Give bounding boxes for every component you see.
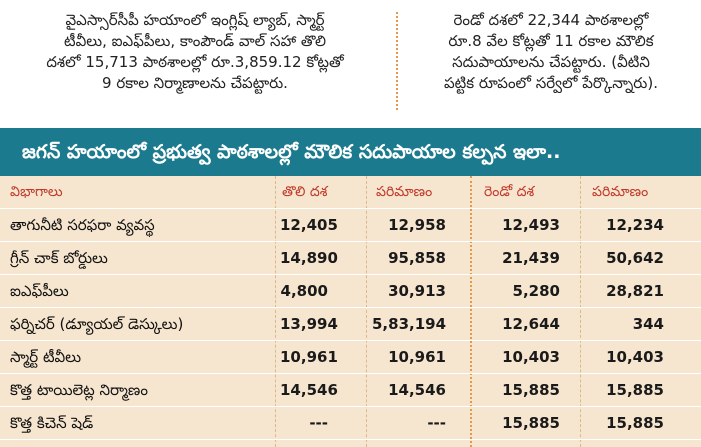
quantity1-cell: 95,858 [388,249,446,267]
intro-left-line: వైఎస్సార్‌సీపీ హయాంలో ఇంగ్లిష్ ల్యాబ్, స… [65,11,325,29]
quantity1-cell: 14,546 [388,381,446,399]
quantity2-cell: 50,642 [606,249,664,267]
infrastructure-table: విభాగాలు తొలి దశ పరిమాణం రెండో దశ పరిమాణ… [0,176,701,447]
category-cell: కొత్త కిచెన్ షెడ్ [10,414,94,432]
intro-section: వైఎస్సార్‌సీపీ హయాంలో ఇంగ్లిష్ ల్యాబ్, స… [0,0,701,128]
intro-right-line: సదుపాయాలను చేపట్టారు. (వీటిని [452,53,650,71]
quantity2-cell: 10,403 [606,348,664,366]
intro-left-line: దశలో 15,713 పాఠశాలల్లో రూ.3,859.12 కోట్ల… [46,53,344,71]
quantity2-cell: 15,885 [606,381,664,399]
category-cell: కొత్త టాయిలెట్ల నిర్మాణం [10,381,148,399]
header-phase2: రెండో దశ [484,184,535,200]
quantity1-cell: 12,958 [388,216,446,234]
table-row: కొత్త కిచెన్ షెడ్ --- --- 15,885 15,885 [0,407,701,440]
phase2-cell: 5,280 [512,282,560,300]
category-cell: తాగునీటి సరఫరా వ్యవస్థ [10,216,155,234]
intro-right-line: రూ.8 వేల కోట్లతో 11 రకాల మౌలిక [448,32,654,50]
intro-divider [396,12,398,110]
table-row: కొత్త టాయిలెట్ల నిర్మాణం 14,546 14,546 1… [0,374,701,407]
phase-divider [470,176,472,447]
category-cell: గ్రీన్ చాక్ బోర్డులు [10,249,108,267]
phase1-cell: 13,994 [280,315,338,333]
phase2-cell: 21,439 [502,249,560,267]
phase2-cell: 15,885 [502,381,560,399]
phase2-cell: 12,493 [502,216,560,234]
intro-right-line: రెండో దశలో 22,344 పాఠశాలల్లో [453,11,649,29]
header-category: విభాగాలు [10,184,63,200]
phase1-cell: 4,800 [280,282,328,300]
intro-right-line: పట్టిక రూపంలో సర్వేలో పేర్కొన్నారు). [443,74,658,92]
category-cell: ఫర్నిచర్ (డ్యూయల్ డెస్కులు) [10,315,184,333]
table-row: ఫర్నిచర్ (డ్యూయల్ డెస్కులు) 13,994 5,83,… [0,308,701,341]
phase2-cell: 12,644 [502,315,560,333]
phase1-cell: 10,961 [280,348,338,366]
column-separator [275,176,276,447]
category-cell: ఐఎఫ్‌పీలు [10,282,69,300]
quantity1-cell: 5,83,194 [372,315,447,333]
quantity2-cell: 28,821 [606,282,664,300]
table-row: గ్రీన్ చాక్ బోర్డులు 14,890 95,858 21,43… [0,242,701,275]
intro-left-line: 9 రకాల నిర్మాణాలను చేపట్టారు. [102,74,288,92]
table-row: స్మార్ట్ టీవీలు 10,961 10,961 10,403 10,… [0,341,701,374]
header-quantity2: పరిమాణం [592,184,649,200]
quantity1-cell: --- [427,414,446,432]
phase2-cell: 10,403 [502,348,560,366]
quantity2-cell: 12,234 [606,216,664,234]
quantity1-cell: 30,913 [388,282,446,300]
header-phase1: తొలి దశ [282,184,328,200]
table-header-row: విభాగాలు తొలి దశ పరిమాణం రెండో దశ పరిమాణ… [0,176,701,209]
phase1-cell: 14,890 [280,249,338,267]
phase1-cell: --- [309,414,328,432]
column-separator [366,176,367,447]
table-title-banner: జగన్ హయాంలో ప్రభుత్వ పాఠశాలల్లో మౌలిక సద… [0,128,701,176]
phase2-cell: 15,885 [502,414,560,432]
quantity2-cell: 15,885 [606,414,664,432]
table-row: తాగునీటి సరఫరా వ్యవస్థ 12,405 12,958 12,… [0,209,701,242]
quantity2-cell: 344 [632,315,664,333]
category-cell: స్మార్ట్ టీవీలు [10,348,82,366]
column-separator [580,176,581,447]
intro-right-paragraph: రెండో దశలో 22,344 పాఠశాలల్లో రూ.8 వేల కో… [410,10,692,114]
phase1-cell: 14,546 [280,381,338,399]
quantity1-cell: 10,961 [388,348,446,366]
intro-left-paragraph: వైఎస్సార్‌సీపీ హయాంలో ఇంగ్లిష్ ల్యాబ్, స… [12,10,378,114]
intro-left-line: టీవీలు, ఐఎఫ్‌పీలు, కాంపౌండ్ వాల్ సహా తొల… [64,32,326,50]
phase1-cell: 12,405 [280,216,338,234]
table-row: ఐఎఫ్‌పీలు 4,800 30,913 5,280 28,821 [0,275,701,308]
header-quantity1: పరిమాణం [376,184,433,200]
